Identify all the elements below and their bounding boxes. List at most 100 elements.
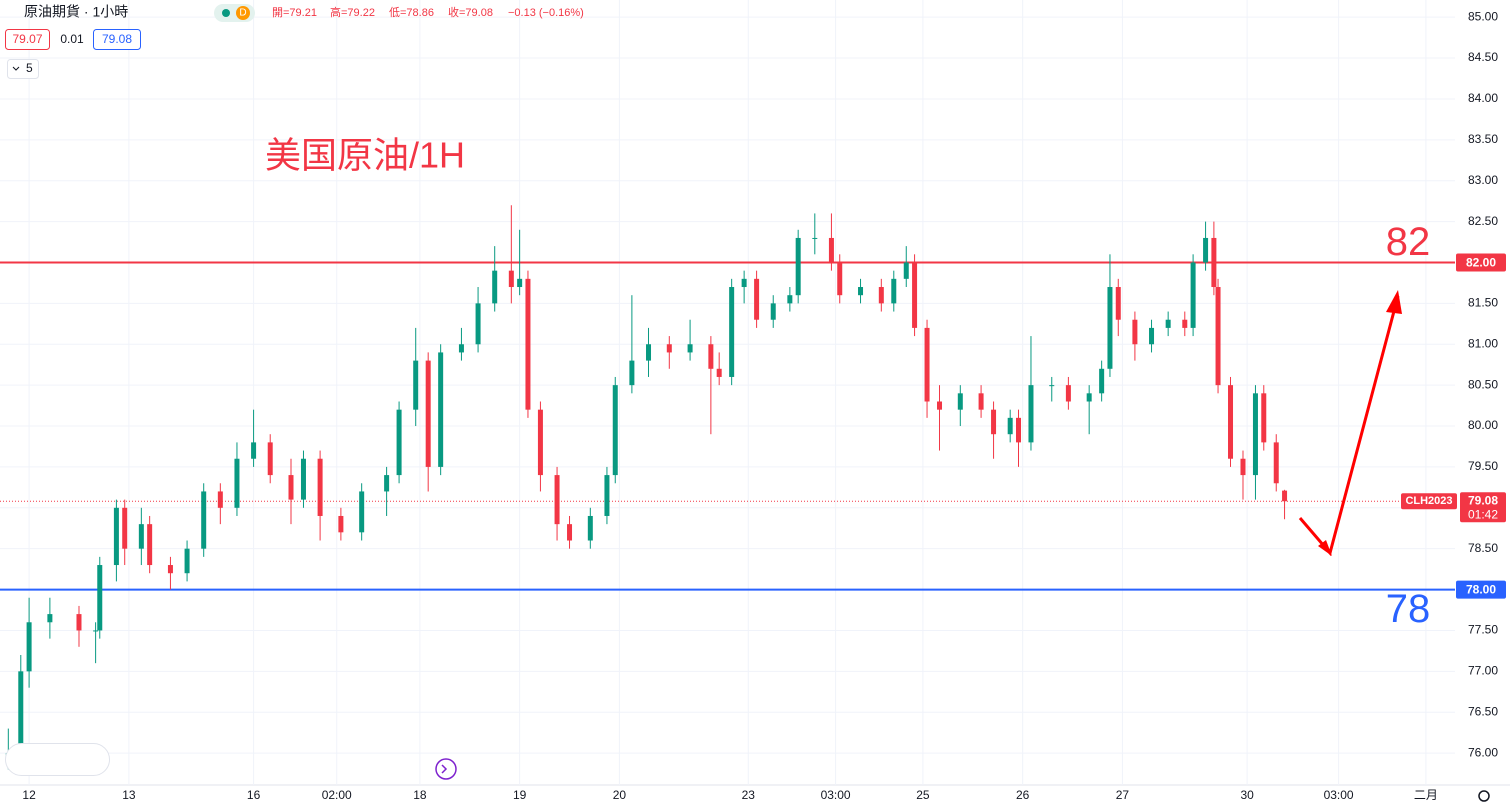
candles (5, 205, 1288, 770)
y-tick-label: 84.50 (1468, 50, 1498, 64)
candle-body (837, 262, 843, 296)
candle-body (1016, 417, 1021, 443)
candle-body (338, 515, 344, 533)
x-tick-label: 13 (122, 788, 136, 802)
candle-body (629, 360, 635, 386)
candle-body (26, 622, 32, 672)
candle-body (1107, 287, 1113, 369)
countdown: 01:42 (1468, 507, 1498, 521)
candle-body (1215, 287, 1221, 386)
candle-body (687, 344, 693, 353)
candle-body (795, 237, 801, 296)
candle-body (787, 295, 793, 304)
candle-body (708, 344, 714, 369)
candle-body (903, 262, 909, 279)
candle-body (267, 442, 273, 476)
y-tick-label: 84.00 (1468, 91, 1498, 105)
candle-body (300, 458, 306, 500)
candle-body (1028, 385, 1034, 443)
y-tick-label: 79.50 (1468, 459, 1498, 473)
candle-body (878, 287, 884, 304)
candle-body (413, 360, 419, 410)
candle-body (517, 278, 523, 288)
settings-icon[interactable] (1478, 790, 1490, 802)
candle-body (122, 507, 128, 549)
x-tick-label: 30 (1240, 788, 1254, 802)
candle-body (891, 278, 897, 304)
candle-body (458, 344, 464, 353)
grid (0, 0, 1455, 785)
candle-body (604, 475, 610, 516)
candle-body (1182, 319, 1188, 328)
candle-body (729, 287, 735, 377)
y-tick-label: 83.00 (1468, 173, 1498, 187)
x-tick-label: 二月 (1414, 788, 1438, 802)
x-tick-label: 03:00 (1324, 788, 1354, 802)
ask-box[interactable] (93, 29, 141, 50)
candle-body (425, 360, 431, 467)
candle-body (18, 671, 24, 754)
candle-body (1282, 490, 1288, 502)
candle-body (288, 475, 294, 500)
candle-body (741, 278, 747, 288)
candle-body (646, 344, 652, 361)
level-badge (1456, 580, 1506, 599)
x-tick-label: 02:00 (322, 788, 352, 802)
bid-box[interactable] (5, 29, 50, 50)
price-badge (1460, 492, 1506, 523)
ohlc-open: 開=79.21 (272, 6, 317, 19)
candle-body (76, 614, 82, 631)
widget[interactable] (5, 743, 110, 776)
y-tick-label: 81.50 (1468, 296, 1498, 310)
candle-body (138, 524, 144, 549)
candle-body (1065, 385, 1071, 402)
candle-body (234, 458, 240, 508)
ohlc-high: 高=79.22 (330, 5, 375, 19)
x-tick-label: 12 (22, 788, 36, 802)
ohlc-low: 低=78.86 (389, 6, 434, 19)
candle-body (937, 401, 943, 410)
last-price-label: 79.08 (1468, 493, 1498, 507)
candle-body (201, 491, 207, 549)
x-tick-label: 20 (613, 788, 627, 802)
candle-body (957, 393, 963, 410)
candle-body (97, 565, 103, 631)
candle-body (1228, 385, 1234, 459)
level-label: 82.00 (1466, 256, 1496, 270)
candle-body (184, 548, 190, 574)
candle-body (475, 303, 481, 345)
price-axis-bg (1455, 0, 1510, 808)
chevron (12, 66, 20, 71)
candle-body (438, 352, 444, 467)
x-tick-label: 23 (742, 788, 756, 802)
level-note: 78 (1386, 587, 1431, 631)
candle-body (384, 475, 390, 492)
x-tick-label: 16 (247, 788, 261, 802)
x-tick-label: 27 (1116, 788, 1130, 802)
candle-body (812, 237, 818, 239)
symbol-badge (1401, 493, 1457, 510)
candle-body (317, 458, 323, 516)
candle-body (1132, 319, 1138, 345)
candle-body (359, 491, 365, 533)
candle-body (1099, 368, 1105, 394)
status-dot (222, 9, 230, 17)
candle-body (1115, 287, 1121, 320)
candle-body (828, 237, 834, 263)
indicator-toggle[interactable] (7, 59, 39, 79)
candle-body (217, 491, 223, 508)
event-icon-glyph (441, 764, 448, 774)
y-tick-label: 76.50 (1468, 704, 1498, 718)
x-tick-label: 03:00 (821, 788, 851, 802)
candle-body (1211, 237, 1217, 288)
candle-body (1240, 458, 1246, 476)
x-tick-label: 26 (1016, 788, 1030, 802)
level-label: 78.00 (1466, 583, 1496, 597)
y-tick-label: 81.00 (1468, 336, 1498, 350)
candle-body (567, 524, 573, 541)
spread: 0.01 (60, 32, 84, 46)
candle-body (113, 507, 119, 566)
candle-body (1086, 393, 1092, 402)
